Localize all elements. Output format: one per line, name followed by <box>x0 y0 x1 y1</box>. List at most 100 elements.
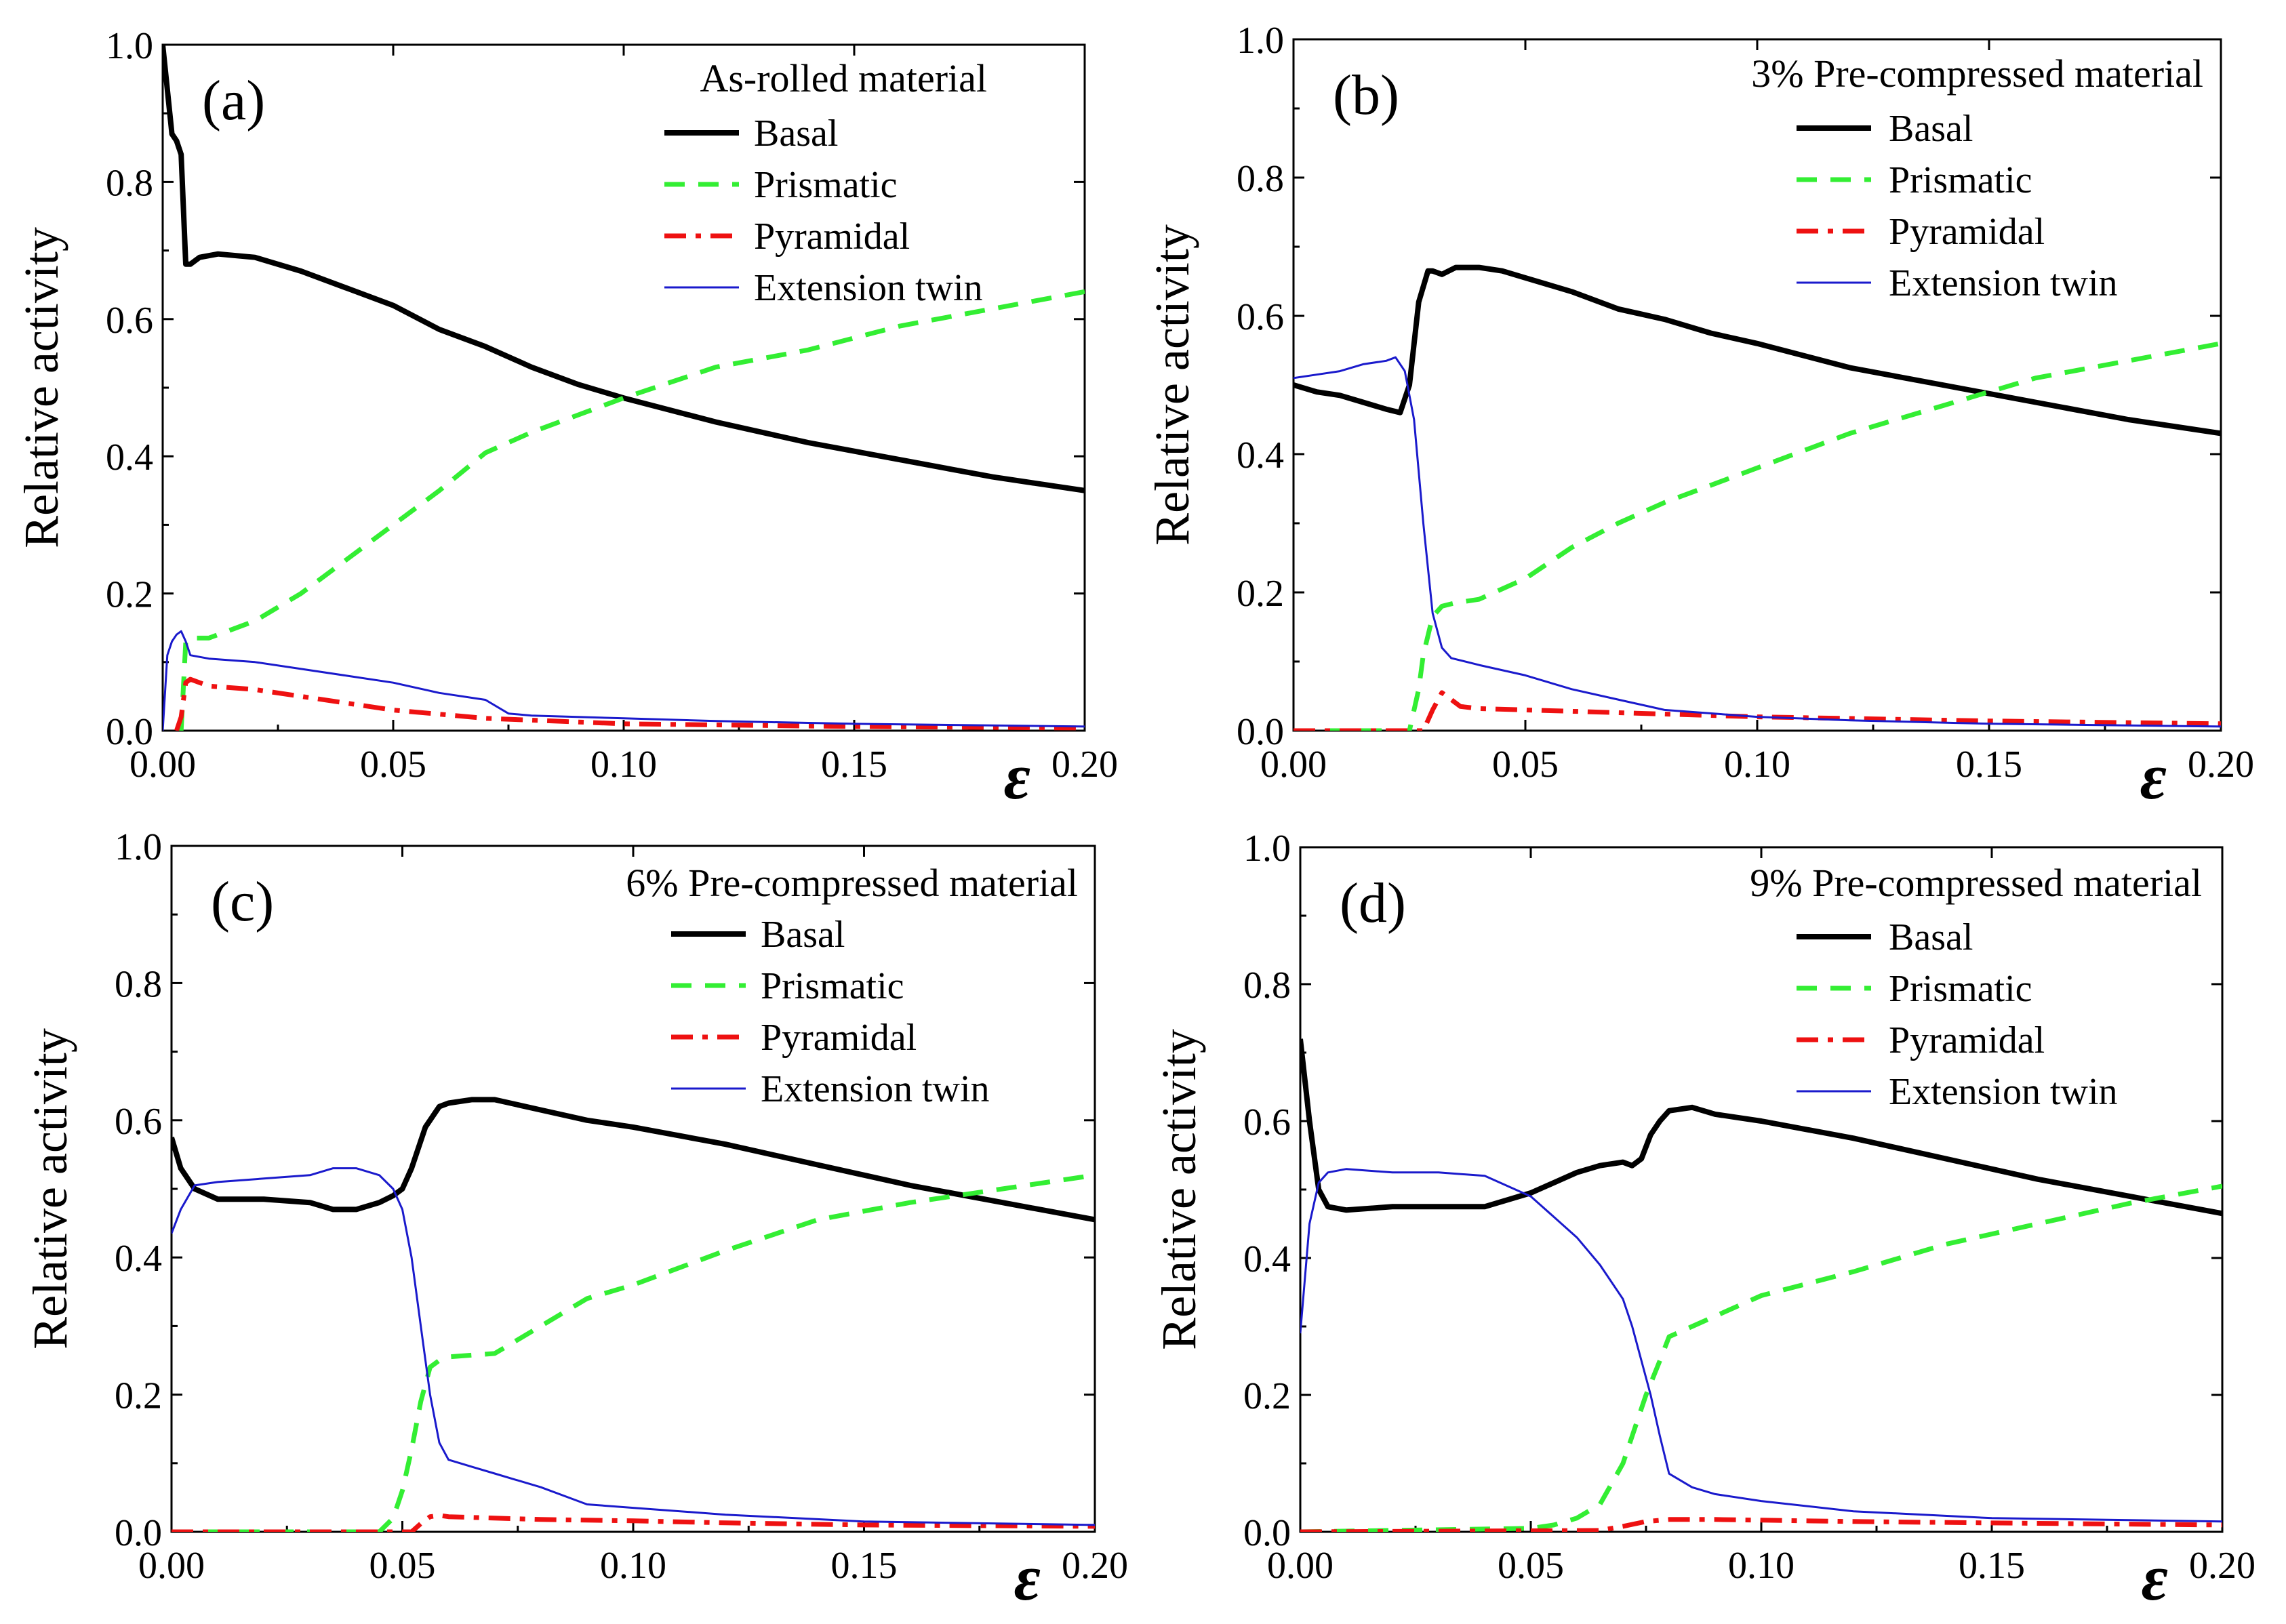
series-line-basal <box>1294 264 2221 437</box>
series-line-basal <box>1300 1038 2222 1217</box>
x-tick-label: 0.15 <box>821 744 887 786</box>
legend-label-prismatic: Prismatic <box>754 164 898 206</box>
series-line-pyramidal <box>174 676 1085 731</box>
legend-label-pyramidal: Pyramidal <box>1889 211 2045 253</box>
y-tick-label: 0.4 <box>106 437 153 479</box>
y-tick-label: 0.0 <box>115 1512 162 1554</box>
y-axis-title: Relative activity <box>14 227 68 548</box>
y-tick-label: 0.0 <box>1243 1512 1291 1554</box>
y-tick-label: 0.6 <box>1237 296 1284 338</box>
legend-label-pyramidal: Pyramidal <box>754 216 910 258</box>
x-tick-label: 0.05 <box>1492 744 1559 786</box>
x-tick-label: 0.20 <box>1051 744 1118 786</box>
x-tick-label: 0.10 <box>1724 744 1790 786</box>
series-line-basal <box>163 45 1085 493</box>
y-tick-label: 0.6 <box>115 1101 162 1143</box>
y-tick-label: 1.0 <box>1237 20 1284 62</box>
legend-label-extension-twin: Extension twin <box>754 267 983 309</box>
y-axis-title: Relative activity <box>23 1028 77 1349</box>
x-tick-label: 0.00 <box>1260 744 1327 786</box>
y-tick-label: 0.4 <box>1243 1238 1291 1280</box>
x-tick-label: 0.05 <box>1498 1545 1564 1587</box>
series-line-basal <box>172 1097 1095 1223</box>
series-line-extension-twin <box>172 1167 1095 1526</box>
panel-title: 3% Pre-compressed material <box>1751 52 2203 96</box>
series-line-pyramidal <box>1300 1517 2222 1532</box>
x-axis-title: ε <box>2140 740 2167 813</box>
y-tick-label: 0.6 <box>1243 1101 1291 1143</box>
legend-label-prismatic: Prismatic <box>761 965 904 1007</box>
x-tick-label: 0.00 <box>1267 1545 1334 1587</box>
x-axis-title: ε <box>1004 740 1030 813</box>
panel-label: (a) <box>202 69 265 132</box>
panel-b: 0.00 0.05 0.10 0.15 0.20 0.0 0.2 0.4 0.6 0.8 1.0 Re… <box>1145 20 2254 813</box>
panel-title: As-rolled material <box>700 56 987 100</box>
y-tick-label: 0.0 <box>1237 711 1284 753</box>
y-axis-title: Relative activity <box>1152 1029 1206 1350</box>
panel-a: 0.00 0.05 0.10 0.15 0.20 0.0 0.2 0.4 0.6 0.8 1.0 Re… <box>14 25 1118 813</box>
plot-frame <box>170 845 1096 1533</box>
y-tick-label: 0.8 <box>106 162 153 204</box>
legend-label-basal: Basal <box>754 113 838 155</box>
panel-d: 0.00 0.05 0.10 0.15 0.20 0.0 0.2 0.4 0.6 0.8 1.0 Re… <box>1152 828 2255 1614</box>
x-tick-label: 0.15 <box>1956 744 2022 786</box>
legend-label-extension-twin: Extension twin <box>1889 262 2118 304</box>
y-tick-label: 0.8 <box>1237 158 1284 200</box>
x-tick-label: 0.20 <box>2188 744 2254 786</box>
y-tick-label: 0.2 <box>1243 1375 1291 1417</box>
legend-label-basal: Basal <box>1889 108 1973 150</box>
x-tick-label: 0.20 <box>1062 1545 1128 1587</box>
legend-label-prismatic: Prismatic <box>1889 968 2032 1010</box>
x-tick-label: 0.10 <box>600 1545 666 1587</box>
x-tick-label: 0.10 <box>1728 1545 1794 1587</box>
series-line-prismatic <box>1300 1183 2222 1532</box>
y-tick-label: 0.8 <box>1243 965 1291 1007</box>
x-tick-label: 0.00 <box>129 744 196 786</box>
x-tick-label: 0.15 <box>1959 1545 2025 1587</box>
x-tick-label: 0.10 <box>590 744 657 786</box>
panel-label: (b) <box>1333 64 1399 127</box>
series-line-extension-twin <box>163 630 1085 731</box>
y-tick-label: 0.8 <box>115 963 162 1005</box>
plot-frame <box>1292 38 2222 732</box>
legend-label-basal: Basal <box>1889 916 1973 958</box>
panel-c: 0.00 0.05 0.10 0.15 0.20 0.0 0.2 0.4 0.6 0.8 1.0 Re… <box>23 826 1128 1614</box>
y-tick-label: 0.2 <box>115 1375 162 1417</box>
x-tick-label: 0.05 <box>360 744 426 786</box>
legend-label-extension-twin: Extension twin <box>761 1068 990 1110</box>
y-tick-label: 1.0 <box>106 25 153 67</box>
series-line-prismatic <box>172 1173 1095 1532</box>
legend-label-extension-twin: Extension twin <box>1889 1071 2118 1113</box>
x-tick-label: 0.20 <box>2189 1545 2255 1587</box>
y-tick-label: 0.2 <box>106 574 153 616</box>
y-tick-label: 0.6 <box>106 300 153 342</box>
y-tick-label: 0.4 <box>1237 434 1284 476</box>
legend-label-pyramidal: Pyramidal <box>1889 1019 2045 1061</box>
panel-label: (c) <box>211 870 274 933</box>
y-tick-label: 0.2 <box>1237 573 1284 615</box>
y-axis-title: Relative activity <box>1145 224 1199 546</box>
y-tick-label: 1.0 <box>1243 828 1291 870</box>
y-tick-label: 0.4 <box>115 1238 162 1280</box>
series-line-prismatic <box>178 289 1085 731</box>
legend-label-prismatic: Prismatic <box>1889 159 2032 201</box>
y-tick-label: 0.0 <box>106 711 153 753</box>
series-line-extension-twin <box>1294 356 2221 728</box>
series-line-extension-twin <box>1300 1168 2222 1523</box>
series-line-prismatic <box>1294 341 2221 731</box>
panel-label: (d) <box>1340 872 1406 935</box>
plot-frame <box>161 43 1086 732</box>
series-line-pyramidal <box>172 1513 1095 1532</box>
legend-label-pyramidal: Pyramidal <box>761 1017 917 1059</box>
x-axis-title: ε <box>1014 1541 1041 1614</box>
x-tick-label: 0.05 <box>369 1545 436 1587</box>
x-tick-label: 0.15 <box>831 1545 898 1587</box>
x-tick-label: 0.00 <box>138 1545 205 1587</box>
x-axis-title: ε <box>2142 1541 2168 1614</box>
series-line-pyramidal <box>1294 690 2221 731</box>
y-tick-label: 1.0 <box>115 826 162 868</box>
legend-label-basal: Basal <box>761 914 845 956</box>
panel-title: 6% Pre-compressed material <box>626 861 1078 905</box>
panel-title: 9% Pre-compressed material <box>1750 861 2202 905</box>
